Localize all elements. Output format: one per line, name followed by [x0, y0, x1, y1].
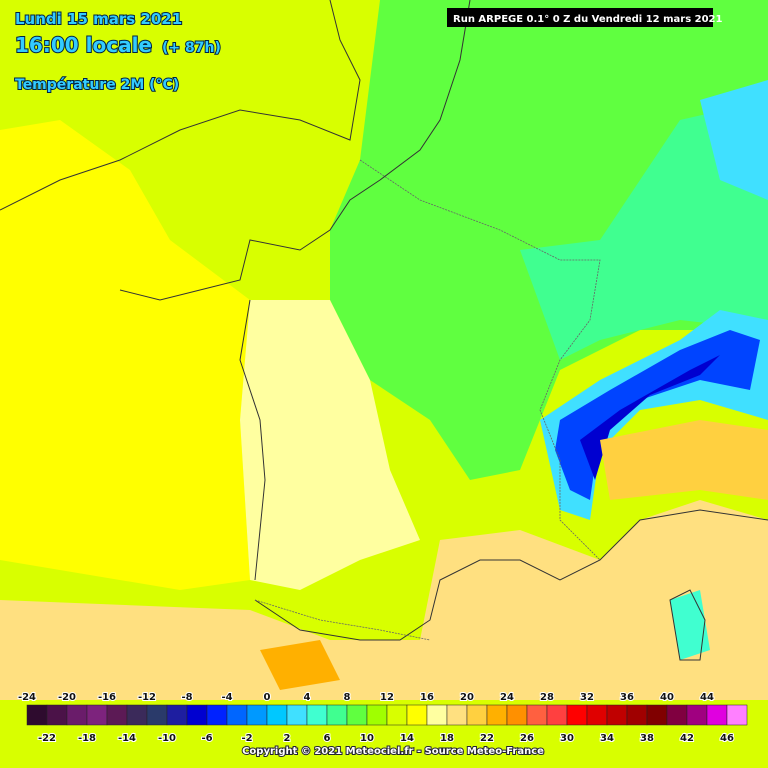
legend: -24-22-20-18-16-14-12-10-8-6-4-202468101…: [17, 691, 748, 745]
legend-label: 28: [540, 692, 554, 703]
legend-label: 14: [400, 733, 414, 744]
legend-label: 38: [640, 733, 654, 744]
legend-label: -22: [38, 733, 56, 744]
legend-label: 10: [360, 733, 374, 744]
legend-swatch: [566, 704, 588, 726]
legend-label: 6: [324, 733, 331, 744]
legend-swatch: [126, 704, 148, 726]
legend-label: 4: [304, 692, 311, 703]
legend-swatch: [426, 704, 448, 726]
legend-label: 40: [660, 692, 674, 703]
legend-label: -14: [118, 733, 136, 744]
legend-swatch: [706, 704, 728, 726]
legend-swatch: [166, 704, 188, 726]
run-info: Run ARPEGE 0.1° 0 Z du Vendredi 12 mars …: [453, 14, 723, 25]
legend-label: 46: [720, 733, 734, 744]
lead-time: (+ 87h): [162, 40, 221, 56]
legend-label: -18: [78, 733, 96, 744]
legend-swatch: [526, 704, 548, 726]
legend-swatch: [226, 704, 248, 726]
legend-label: 2: [284, 733, 291, 744]
legend-swatch: [46, 704, 68, 726]
legend-swatch: [246, 704, 268, 726]
legend-label: 16: [420, 692, 434, 703]
legend-label: 42: [680, 733, 694, 744]
legend-label: -16: [98, 692, 116, 703]
legend-label: 44: [700, 692, 714, 703]
legend-swatch: [666, 704, 688, 726]
legend-label: 34: [600, 733, 614, 744]
legend-swatch: [606, 704, 628, 726]
legend-swatch: [206, 704, 228, 726]
legend-label: -6: [201, 733, 212, 744]
copyright: Copyright © 2021 Meteociel.fr - Source M…: [242, 746, 544, 757]
legend-swatch: [386, 704, 408, 726]
legend-label: 24: [500, 692, 514, 703]
legend-label: 30: [560, 733, 574, 744]
legend-label: 12: [380, 692, 394, 703]
legend-label: -2: [241, 733, 252, 744]
legend-label: 32: [580, 692, 594, 703]
legend-swatch: [346, 704, 368, 726]
borders: [254, 159, 601, 641]
legend-label: 8: [344, 692, 351, 703]
legend-swatch: [686, 704, 708, 726]
legend-label: -12: [138, 692, 156, 703]
legend-label: 20: [460, 692, 474, 703]
legend-swatch: [726, 704, 748, 726]
parameter: Température 2M (°C): [15, 77, 179, 93]
legend-swatch: [86, 704, 108, 726]
legend-label: -20: [58, 692, 76, 703]
legend-label: 26: [520, 733, 534, 744]
legend-swatch: [66, 704, 88, 726]
legend-label: -10: [158, 733, 176, 744]
legend-swatch: [446, 704, 468, 726]
legend-swatch: [306, 704, 328, 726]
legend-swatch: [286, 704, 308, 726]
legend-swatch: [486, 704, 508, 726]
legend-label: -24: [18, 692, 36, 703]
legend-label: -4: [221, 692, 232, 703]
legend-swatch: [506, 704, 528, 726]
date: Lundi 15 mars 2021: [15, 10, 182, 28]
legend-swatch: [266, 704, 288, 726]
legend-label: 22: [480, 733, 494, 744]
legend-swatch: [586, 704, 608, 726]
legend-label: 18: [440, 733, 454, 744]
legend-swatch: [186, 704, 208, 726]
legend-swatch: [406, 704, 428, 726]
legend-swatch: [26, 704, 48, 726]
legend-label: -8: [181, 692, 192, 703]
legend-label: 0: [264, 692, 271, 703]
legend-swatch: [646, 704, 668, 726]
legend-swatch: [146, 704, 168, 726]
legend-swatch: [466, 704, 488, 726]
legend-swatch: [106, 704, 128, 726]
time: 16:00 locale: [15, 33, 152, 57]
run-box: [447, 8, 713, 27]
coastlines: [0, 0, 768, 661]
legend-swatch: [326, 704, 348, 726]
legend-label: 36: [620, 692, 634, 703]
legend-swatch: [546, 704, 568, 726]
legend-swatch: [626, 704, 648, 726]
legend-swatch: [366, 704, 388, 726]
